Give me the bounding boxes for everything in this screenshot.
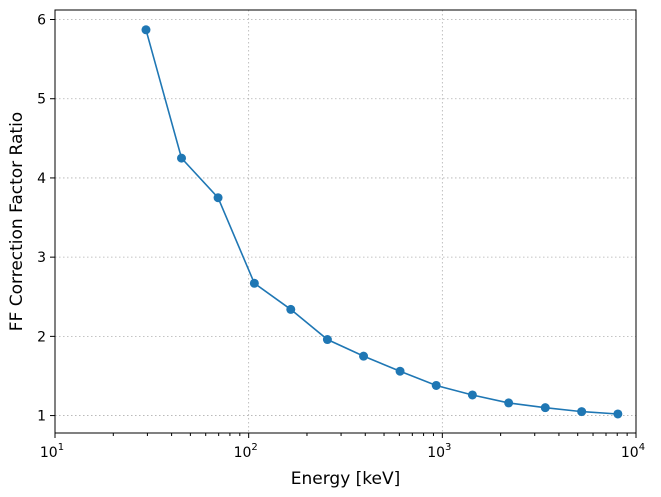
data-point (249, 278, 259, 288)
data-point (504, 398, 514, 408)
data-point (540, 403, 550, 413)
x-axis-label: Energy [keV] (291, 469, 401, 489)
x-tick-label: 102 (234, 442, 258, 461)
y-tick-label: 4 (37, 171, 46, 187)
y-tick-label: 6 (37, 13, 46, 29)
y-tick-label: 5 (37, 92, 46, 108)
data-point (613, 409, 623, 419)
y-axis: 1 2 3 4 5 6 (37, 13, 55, 425)
x-tick-label: 103 (427, 442, 451, 461)
x-tick-label: 104 (621, 442, 645, 461)
data-point (322, 335, 332, 345)
x-tick-label: 101 (40, 442, 64, 461)
y-axis-label: FF Correction Factor Ratio (7, 112, 27, 331)
data-point (213, 193, 223, 203)
grid (54, 10, 637, 433)
data-point (286, 304, 296, 314)
data-point (431, 380, 441, 390)
series-group (141, 25, 623, 419)
data-point (467, 390, 477, 400)
data-point (577, 407, 587, 417)
series-line (145, 29, 618, 415)
y-tick-label: 2 (37, 329, 46, 345)
data-point (177, 153, 187, 163)
y-tick-label: 1 (37, 409, 46, 425)
data-point (395, 366, 405, 376)
plot-frame (54, 9, 637, 434)
data-point (141, 25, 151, 35)
x-axis: 101 102 103 104 (40, 433, 645, 461)
data-point (359, 351, 369, 361)
y-tick-label: 3 (37, 250, 46, 266)
